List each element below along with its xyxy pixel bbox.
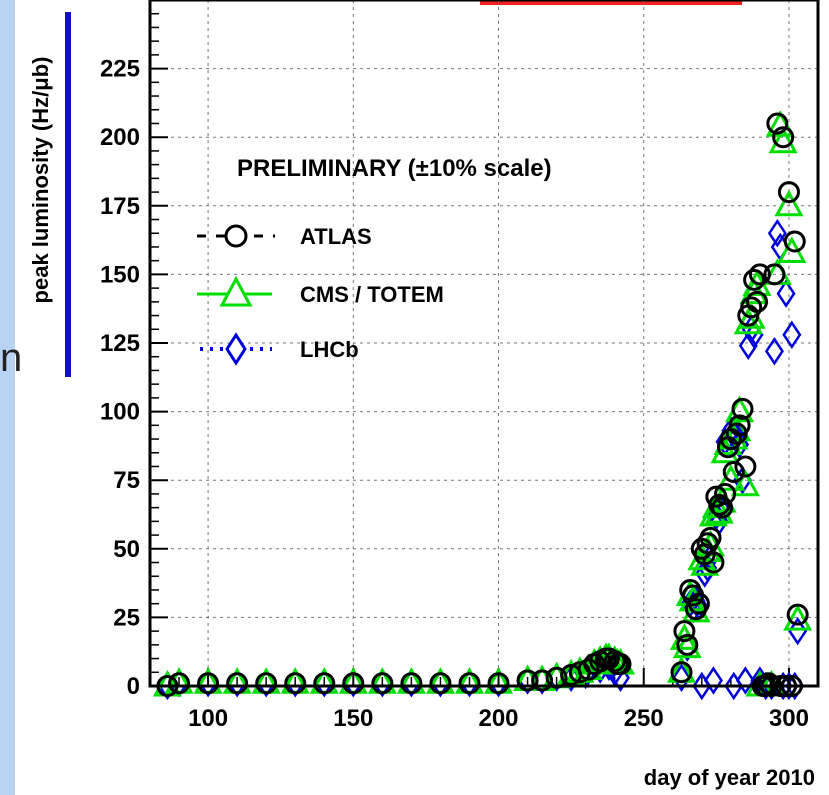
cms-totem-point [730, 469, 760, 497]
cms-totem-point [774, 189, 804, 217]
atlas-point [777, 181, 800, 204]
cms-totem-point [768, 126, 798, 154]
left-edge-letter: n [0, 336, 23, 380]
y-tick-label: 225 [100, 56, 140, 83]
atlas-point [708, 493, 731, 516]
y-tick-label: 100 [100, 399, 140, 426]
y-tick-label: 50 [113, 536, 140, 563]
atlas-point [197, 672, 220, 695]
atlas-point [676, 633, 699, 656]
atlas-point [255, 672, 278, 695]
atlas-point [699, 526, 722, 549]
atlas-point [400, 672, 423, 695]
data-points [152, 110, 813, 701]
grid-lines [150, 0, 818, 687]
legend-label-atlas: ATLAS [300, 224, 372, 249]
y-tick-label: 125 [100, 330, 140, 357]
atlas-point [487, 672, 510, 695]
cms-totem-point [783, 604, 813, 631]
atlas-point [168, 672, 191, 695]
atlas-point [740, 296, 763, 319]
atlas-point [687, 592, 710, 615]
left-background-strip [0, 0, 15, 795]
y-tick-label: 75 [113, 467, 140, 494]
atlas-point [711, 496, 734, 519]
y-tick-label: 175 [100, 193, 140, 220]
legend-marker-atlas [224, 224, 248, 248]
lhcb-point [671, 663, 691, 693]
lhcb-point [782, 320, 802, 350]
lhcb-point [776, 279, 796, 308]
atlas-point [763, 263, 786, 286]
atlas-point [714, 482, 737, 505]
lhcb-point [767, 218, 787, 248]
atlas-point [702, 551, 725, 574]
x-axis-label: day of year 2010 [644, 765, 815, 790]
atlas-point [531, 669, 554, 692]
legend-label-lhcb: LHCb [300, 337, 359, 362]
legend-header: PRELIMINARY (±10% scale) [237, 155, 552, 182]
atlas-point [731, 397, 754, 420]
lhcb-point [703, 666, 723, 695]
plot-frame [148, 0, 820, 688]
legend-label-cms: CMS / TOTEM [300, 282, 444, 307]
atlas-point [609, 653, 632, 676]
atlas-point [371, 672, 394, 695]
atlas-point [226, 672, 249, 695]
y-tick-label: 0 [127, 673, 140, 700]
lhcb-point [764, 336, 784, 366]
x-tick-label: 150 [333, 705, 373, 732]
legend-marker-cms [219, 275, 253, 307]
x-tick-label: 200 [478, 705, 518, 732]
y-tick-label: 150 [100, 261, 140, 288]
atlas-point [722, 460, 745, 483]
lhcb-point [788, 616, 808, 646]
atlas-point [458, 672, 481, 695]
x-tick-label: 250 [624, 705, 664, 732]
atlas-point [743, 268, 766, 291]
y-axis-label: peak luminosity (Hz/μb) [28, 57, 53, 304]
legend: PRELIMINARY (±10% scale) ATLAS CMS / TOT… [197, 155, 552, 366]
atlas-point [746, 290, 769, 313]
y-tick-label: 200 [100, 124, 140, 151]
atlas-point [783, 230, 806, 253]
lhcb-point [738, 331, 758, 360]
ylabel-accent-bar [65, 12, 71, 377]
atlas-point [766, 112, 789, 135]
red-title-bar-fragment [480, 0, 742, 5]
atlas-point [748, 263, 771, 286]
y-tick-labels: 0 25 50 75 100 125 150 175 200 225 [100, 56, 140, 700]
atlas-point [786, 603, 809, 626]
x-tick-label: 300 [769, 705, 809, 732]
x-tick-label: 100 [188, 705, 228, 732]
atlas-point [728, 414, 751, 437]
atlas-point [670, 661, 693, 684]
atlas-point [284, 672, 307, 695]
x-tick-labels: 100 150 200 250 300 [188, 705, 809, 732]
atlas-point [673, 620, 696, 643]
lhcb-point [735, 666, 755, 695]
atlas-point [342, 672, 365, 695]
cms-totem-point [672, 631, 702, 659]
y-tick-label: 25 [113, 604, 140, 631]
atlas-point [516, 669, 539, 692]
atlas-point [772, 126, 795, 149]
legend-marker-lhcb [225, 332, 247, 366]
atlas-point [734, 455, 757, 478]
atlas-point [313, 672, 336, 695]
atlas-point [429, 672, 452, 695]
